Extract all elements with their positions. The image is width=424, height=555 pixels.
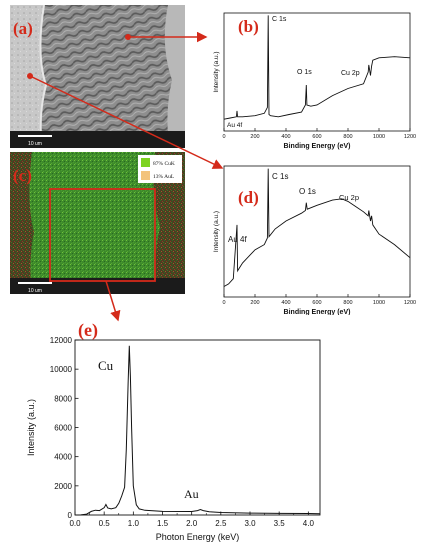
x-axis-title: Photon Energy (keV) (156, 532, 240, 542)
y-tick-label: 12000 (50, 336, 73, 345)
spectrum-line (223, 15, 411, 120)
panel-a-label: (a) (13, 19, 33, 38)
x-axis-title: Binding Energy (eV) (284, 309, 351, 315)
panel-b-label: (b) (238, 17, 259, 36)
legend-swatch-cu (141, 158, 150, 167)
panel-d-label: (d) (238, 188, 259, 207)
panel-a: 10 um (a) (10, 4, 185, 149)
panel-d: 0 200 400 600 800 1000 1200 Binding Energy (eV)… (196, 160, 420, 316)
x-tick-label: 1.0 (128, 519, 140, 528)
peak-label: O 1s (297, 69, 312, 76)
peak-label: C 1s (272, 172, 288, 181)
y-tick-label: 8000 (54, 394, 72, 403)
x-axis-title: Binding Energy (eV) (284, 143, 351, 150)
spectrum-line (74, 345, 321, 516)
x-tick-label: 800 (343, 134, 352, 140)
eds-map: 10 um 87% CuK 13% AuL (10, 152, 185, 294)
peak-label: Cu 2p (339, 193, 359, 202)
spectrum-line (223, 168, 411, 287)
panel-c-label: (c) (13, 166, 32, 185)
xps-chart-d: 0 200 400 600 800 1000 1200 Binding Energy (eV)… (213, 165, 416, 316)
y-axis-title: Intensity (a.u.) (213, 51, 220, 92)
x-tick-label: 0 (222, 134, 225, 140)
selection-rectangle (49, 188, 156, 282)
marker-ripple-region (125, 34, 131, 40)
x-tick-label: 3.5 (274, 519, 286, 528)
scale-bar-label: 10 um (28, 141, 42, 147)
x-tick-label: 800 (343, 300, 352, 306)
y-axis-title: Intensity (a.u.) (213, 211, 220, 252)
scale-bar-label: 10 um (28, 288, 42, 294)
panel-e-label: (e) (78, 320, 98, 340)
y-tick-label: 6000 (54, 424, 72, 433)
x-tick-label: 600 (312, 134, 321, 140)
peak-label: Au 4f (227, 122, 242, 129)
y-tick-label: 4000 (54, 453, 72, 462)
peak-label-au: Au (184, 487, 199, 501)
x-tick-label: 1200 (404, 300, 416, 306)
y-axis-title: Intensity (a.u.) (26, 399, 36, 456)
xps-chart-b: 0 200 400 600 800 1000 1200 Binding Energy (eV)… (213, 12, 416, 150)
x-tick-label: 2.0 (186, 519, 198, 528)
x-tick-label: 2.5 (215, 519, 227, 528)
peak-label: Au 4f (228, 235, 247, 244)
panel-b: 0 200 400 600 800 1000 1200 Binding Energy (eV)… (196, 3, 420, 158)
x-tick-label: 0.0 (69, 519, 81, 528)
panel-e: 0.0 0.5 1.0 1.5 2.0 2.5 3.0 3.5 4.0 0 2000 4000 6000… (18, 315, 328, 550)
x-tick-label: 400 (281, 300, 290, 306)
x-tick-label: 1.5 (157, 519, 169, 528)
x-tick-label: 600 (312, 300, 321, 306)
eds-spectrum-e: 0.0 0.5 1.0 1.5 2.0 2.5 3.0 3.5 4.0 0 2000 4000 6000… (26, 336, 321, 542)
y-tick-label: 10000 (50, 365, 73, 374)
y-tick-label: 2000 (54, 482, 72, 491)
legend-swatch-au (141, 171, 150, 180)
plot-frame (223, 165, 411, 298)
x-tick-label: 4.0 (303, 519, 315, 528)
x-tick-label: 200 (250, 300, 259, 306)
peak-label: C 1s (272, 16, 287, 23)
panel-c: 10 um 87% CuK 13% AuL (c) (10, 152, 185, 294)
peak-label: Cu 2p (341, 70, 360, 77)
x-tick-label: 200 (250, 134, 259, 140)
x-tick-label: 1200 (404, 134, 416, 140)
peak-label-cu: Cu (98, 358, 114, 373)
marker-edge-region (27, 73, 33, 79)
x-tick-label: 1000 (373, 134, 385, 140)
x-tick-label: 0.5 (99, 519, 111, 528)
y-tick-label: 0 (68, 511, 73, 520)
peak-label: O 1s (299, 187, 316, 196)
x-tick-label: 400 (281, 134, 290, 140)
legend-label-cu: 87% CuK (153, 161, 175, 167)
legend-label-au: 13% AuL (153, 174, 175, 180)
x-tick-label: 1000 (373, 300, 385, 306)
sem-image: 10 um (10, 4, 185, 149)
x-tick-label: 0 (222, 300, 225, 306)
x-tick-label: 3.0 (244, 519, 256, 528)
